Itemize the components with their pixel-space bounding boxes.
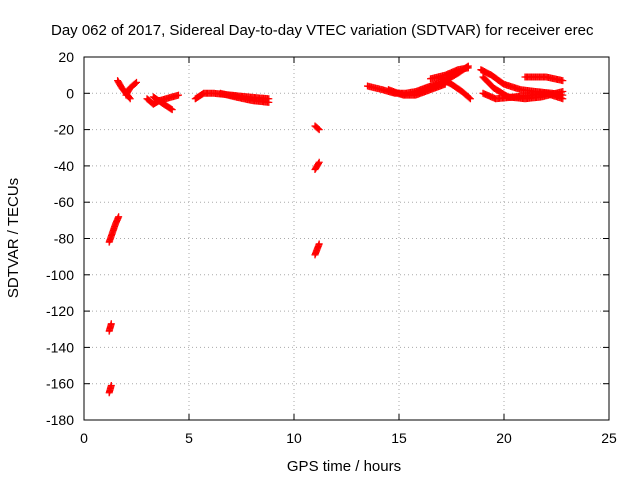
- data-point: [314, 125, 322, 133]
- x-tick-label: 15: [391, 430, 407, 446]
- y-tick-label: -180: [46, 412, 74, 428]
- data-point: [167, 105, 175, 113]
- data-point: [464, 64, 472, 72]
- data-point: [168, 106, 176, 114]
- grid-lines: [84, 57, 609, 420]
- data-point: [465, 94, 473, 102]
- data-point: [466, 95, 474, 103]
- data-point: [107, 382, 115, 390]
- data-point: [107, 320, 115, 328]
- data-point: [315, 159, 322, 167]
- data-point: [265, 98, 273, 106]
- x-tick-label: 10: [286, 430, 302, 446]
- data-point: [115, 213, 123, 221]
- data-points: [105, 62, 567, 397]
- y-tick-label: 20: [58, 49, 74, 65]
- data-point: [131, 79, 139, 87]
- data-point: [559, 95, 567, 103]
- data-point: [315, 240, 323, 248]
- axis-ticks: 0 5 10 15 20 25 -180 -160 -140 -120 -100 -80 -60 -40 -…: [46, 49, 617, 446]
- data-point: [315, 126, 323, 134]
- x-tick-label: 25: [601, 430, 617, 446]
- data-point: [126, 95, 134, 103]
- data-point: [559, 77, 567, 85]
- chart-title: Day 062 of 2017, Sidereal Day-to-day VTE…: [51, 22, 594, 39]
- x-tick-label: 5: [185, 430, 193, 446]
- y-tick-label: -120: [46, 303, 74, 319]
- y-tick-label: 0: [66, 85, 74, 101]
- x-tick-label: 20: [496, 430, 512, 446]
- x-tick-label: 0: [80, 430, 88, 446]
- y-tick-label: -60: [54, 194, 74, 210]
- data-point: [133, 78, 140, 86]
- data-point: [315, 158, 323, 166]
- y-tick-label: -80: [54, 231, 74, 247]
- data-point: [559, 87, 567, 95]
- y-tick-label: -160: [46, 376, 74, 392]
- y-axis-title: SDTVAR / TECUs: [5, 178, 22, 298]
- x-axis-title: GPS time / hours: [287, 458, 401, 475]
- y-tick-label: -140: [46, 339, 74, 355]
- data-point: [175, 91, 182, 99]
- y-tick-label: -40: [54, 158, 74, 174]
- y-tick-label: -100: [46, 267, 74, 283]
- y-tick-label: -20: [54, 122, 74, 138]
